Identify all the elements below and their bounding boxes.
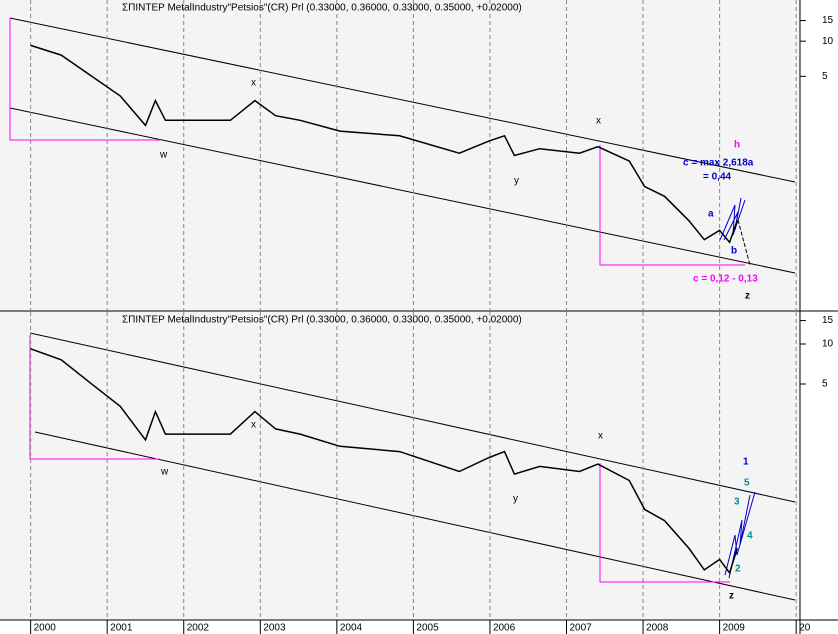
annotation: h (734, 140, 740, 151)
box (599, 463, 730, 583)
annotation: z (745, 291, 750, 302)
bottom-drawings (29, 332, 796, 601)
channel-line (34, 431, 796, 601)
x-tick-label: 2004 (340, 623, 363, 634)
annotations: w x y x h c = max 2,618a = 0,44 a b c = … (159, 78, 758, 602)
x-tick-label: 20 (799, 623, 811, 634)
x-tick-label: 2001 (110, 623, 133, 634)
x-tick-label: 2006 (493, 623, 516, 634)
annotation: x (251, 420, 256, 431)
x-tick-label: 2008 (646, 623, 669, 634)
channel-line (29, 332, 796, 503)
annotation: 3 (734, 497, 740, 508)
channel-line (9, 17, 796, 183)
annotation: a (708, 209, 714, 220)
y-tick-label: 5 (822, 71, 828, 82)
annotation: = 0,44 (703, 172, 732, 183)
annotation: 2 (735, 564, 741, 575)
annotation: y (514, 176, 519, 187)
projection (737, 219, 751, 266)
box (29, 335, 160, 460)
annotation: b (731, 246, 737, 257)
price-line (30, 44, 738, 244)
box (9, 18, 160, 141)
annotation: z (729, 591, 734, 602)
annotation: c = max 2,618a (683, 158, 754, 169)
annotation: w (159, 150, 168, 161)
x-tick-label: 2000 (34, 623, 57, 634)
x-tick-label: 2007 (570, 623, 593, 634)
chart-title: ΣΠΙΝΤΕΡ MetalIndustry"Petsios"(CR) Prl (… (122, 315, 522, 326)
y-tick-label: 5 (822, 379, 828, 390)
y-tick-label: 10 (822, 36, 834, 47)
y-tick-label: 15 (822, 315, 834, 326)
projection (728, 494, 751, 579)
annotation: x (598, 431, 603, 442)
annotation: x (596, 116, 601, 127)
x-tick-label: 2009 (723, 623, 746, 634)
annotation: 1 (743, 457, 749, 468)
annotation: c = 0,12 - 0,13 (693, 274, 758, 285)
annotation: 5 (744, 478, 750, 489)
annotation: w (160, 467, 169, 478)
y-tick-label: 15 (822, 15, 834, 26)
box (599, 145, 745, 266)
x-tick-label: 2005 (416, 623, 439, 634)
annotation: x (251, 78, 256, 89)
annotation: 4 (747, 531, 753, 542)
x-tick-label: 2002 (187, 623, 210, 634)
chart-title: ΣΠΙΝΤΕΡ MetalIndustry"Petsios"(CR) Prl (… (122, 3, 522, 14)
x-axis-strip (0, 620, 838, 634)
channel-line (9, 107, 796, 274)
y-tick-label: 10 (822, 339, 834, 350)
top-drawings (9, 17, 796, 274)
annotation: y (513, 494, 518, 505)
price-line (30, 348, 738, 575)
y-axis-strip (800, 0, 838, 634)
x-tick-label: 2003 (263, 623, 286, 634)
